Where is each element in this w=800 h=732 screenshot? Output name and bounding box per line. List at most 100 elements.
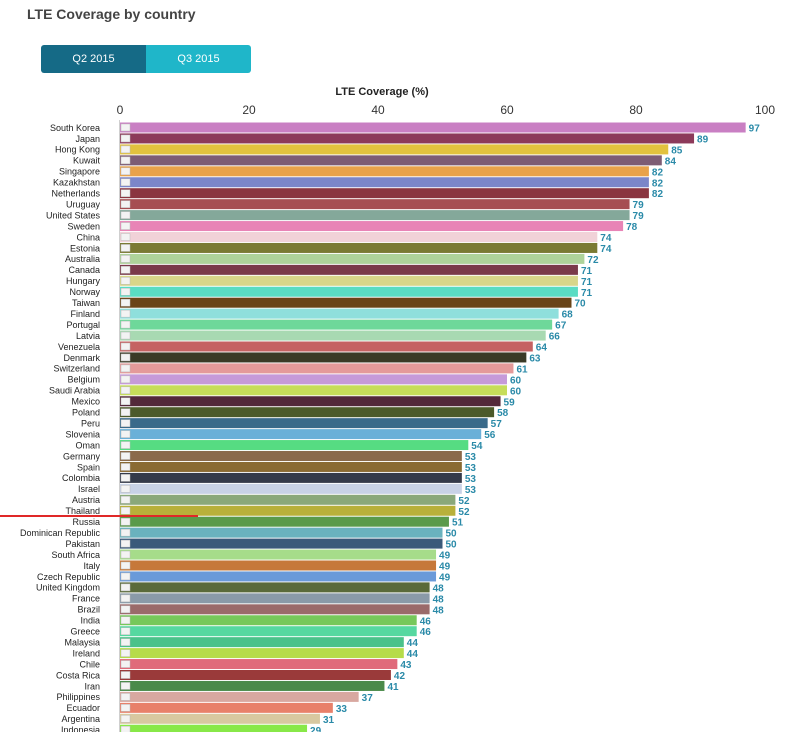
data-label: 56 — [484, 430, 496, 441]
category-label: Portugal — [66, 320, 100, 330]
data-label: 49 — [439, 572, 451, 583]
period-tabs: Q2 2015 Q3 2015 — [41, 45, 251, 73]
bar — [120, 451, 462, 461]
bar — [120, 188, 649, 199]
data-label: 59 — [504, 397, 516, 408]
category-label: Thailand — [65, 506, 100, 516]
flag-icon — [120, 572, 131, 581]
category-label: Germany — [63, 451, 101, 461]
category-label: United Kingdom — [36, 583, 100, 593]
flag-icon — [120, 298, 131, 307]
data-label: 58 — [497, 408, 509, 419]
data-label: 52 — [458, 496, 470, 507]
flag-icon — [120, 660, 131, 668]
category-label: Hong Kong — [55, 145, 100, 155]
x-tick-label: 60 — [500, 103, 514, 117]
data-label: 66 — [549, 332, 561, 343]
data-label: 71 — [581, 277, 593, 288]
flag-icon — [120, 517, 131, 526]
category-label: Ireland — [72, 648, 100, 658]
data-label: 54 — [471, 441, 483, 452]
bar — [120, 670, 391, 680]
bar — [120, 385, 507, 396]
data-label: 82 — [652, 178, 664, 189]
bar — [120, 352, 527, 363]
data-label: 53 — [465, 485, 477, 496]
bar — [120, 155, 662, 166]
category-label: Belgium — [67, 375, 100, 385]
flag-icon — [120, 342, 131, 351]
bar — [120, 418, 488, 429]
category-label: Peru — [81, 418, 100, 428]
flag-icon — [120, 266, 131, 274]
category-label: India — [80, 616, 100, 626]
flag-icon — [120, 277, 131, 285]
category-label: Colombia — [62, 473, 100, 483]
bar — [120, 516, 449, 527]
flag-icon — [120, 693, 131, 701]
bar — [120, 713, 320, 724]
data-label: 71 — [581, 288, 593, 299]
tab-q3-2015[interactable]: Q3 2015 — [146, 45, 251, 73]
flag-icon — [120, 134, 131, 143]
flag-icon — [120, 430, 131, 438]
flag-icon — [120, 671, 131, 679]
flag-icon — [120, 375, 131, 384]
data-label: 68 — [562, 310, 574, 321]
bar — [120, 199, 630, 210]
bar — [120, 264, 578, 275]
data-label: 49 — [439, 551, 451, 562]
flag-icon — [120, 463, 131, 471]
flag-icon — [120, 123, 131, 132]
category-label: Costa Rica — [56, 670, 100, 680]
data-label: 89 — [697, 134, 709, 145]
category-label: Italy — [83, 561, 100, 571]
data-label: 48 — [433, 594, 445, 605]
category-label: Latvia — [76, 331, 100, 341]
flag-icon — [120, 441, 131, 449]
data-label: 50 — [446, 540, 458, 551]
flag-icon — [120, 167, 131, 176]
category-label: Malaysia — [64, 637, 100, 647]
flag-icon — [120, 605, 131, 614]
flag-icon — [120, 189, 131, 197]
bar — [120, 549, 437, 560]
flag-icon — [120, 233, 131, 241]
data-label: 67 — [555, 321, 567, 332]
bar — [120, 210, 630, 221]
flag-icon — [120, 244, 131, 252]
category-label: Kuwait — [73, 156, 101, 166]
bar — [120, 483, 462, 494]
flag-icon — [120, 485, 131, 493]
bar — [120, 177, 649, 188]
bar — [120, 286, 578, 297]
flag-icon — [120, 550, 131, 559]
data-label: 61 — [516, 364, 528, 375]
flag-icon — [120, 704, 131, 712]
bar — [120, 407, 495, 418]
category-label: Iran — [84, 681, 100, 691]
category-label: South Africa — [51, 550, 100, 560]
flag-icon — [120, 452, 131, 460]
flag-icon — [120, 309, 131, 318]
flag-icon — [120, 594, 131, 603]
flag-icon — [120, 528, 131, 537]
flag-icon — [120, 682, 131, 690]
category-label: Pakistan — [65, 539, 100, 549]
data-label: 71 — [581, 266, 593, 277]
flag-icon — [120, 211, 131, 219]
data-label: 46 — [420, 616, 432, 627]
bar — [120, 494, 456, 505]
data-label: 70 — [575, 299, 587, 310]
data-label: 97 — [749, 124, 761, 135]
bar — [120, 275, 578, 286]
data-label: 82 — [652, 189, 664, 200]
data-label: 85 — [671, 145, 683, 156]
flag-icon — [120, 145, 131, 154]
tab-q2-2015[interactable]: Q2 2015 — [41, 45, 146, 73]
flag-icon — [120, 222, 131, 230]
x-tick-label: 100 — [755, 103, 775, 117]
bar — [120, 582, 430, 593]
flag-icon — [120, 561, 131, 570]
